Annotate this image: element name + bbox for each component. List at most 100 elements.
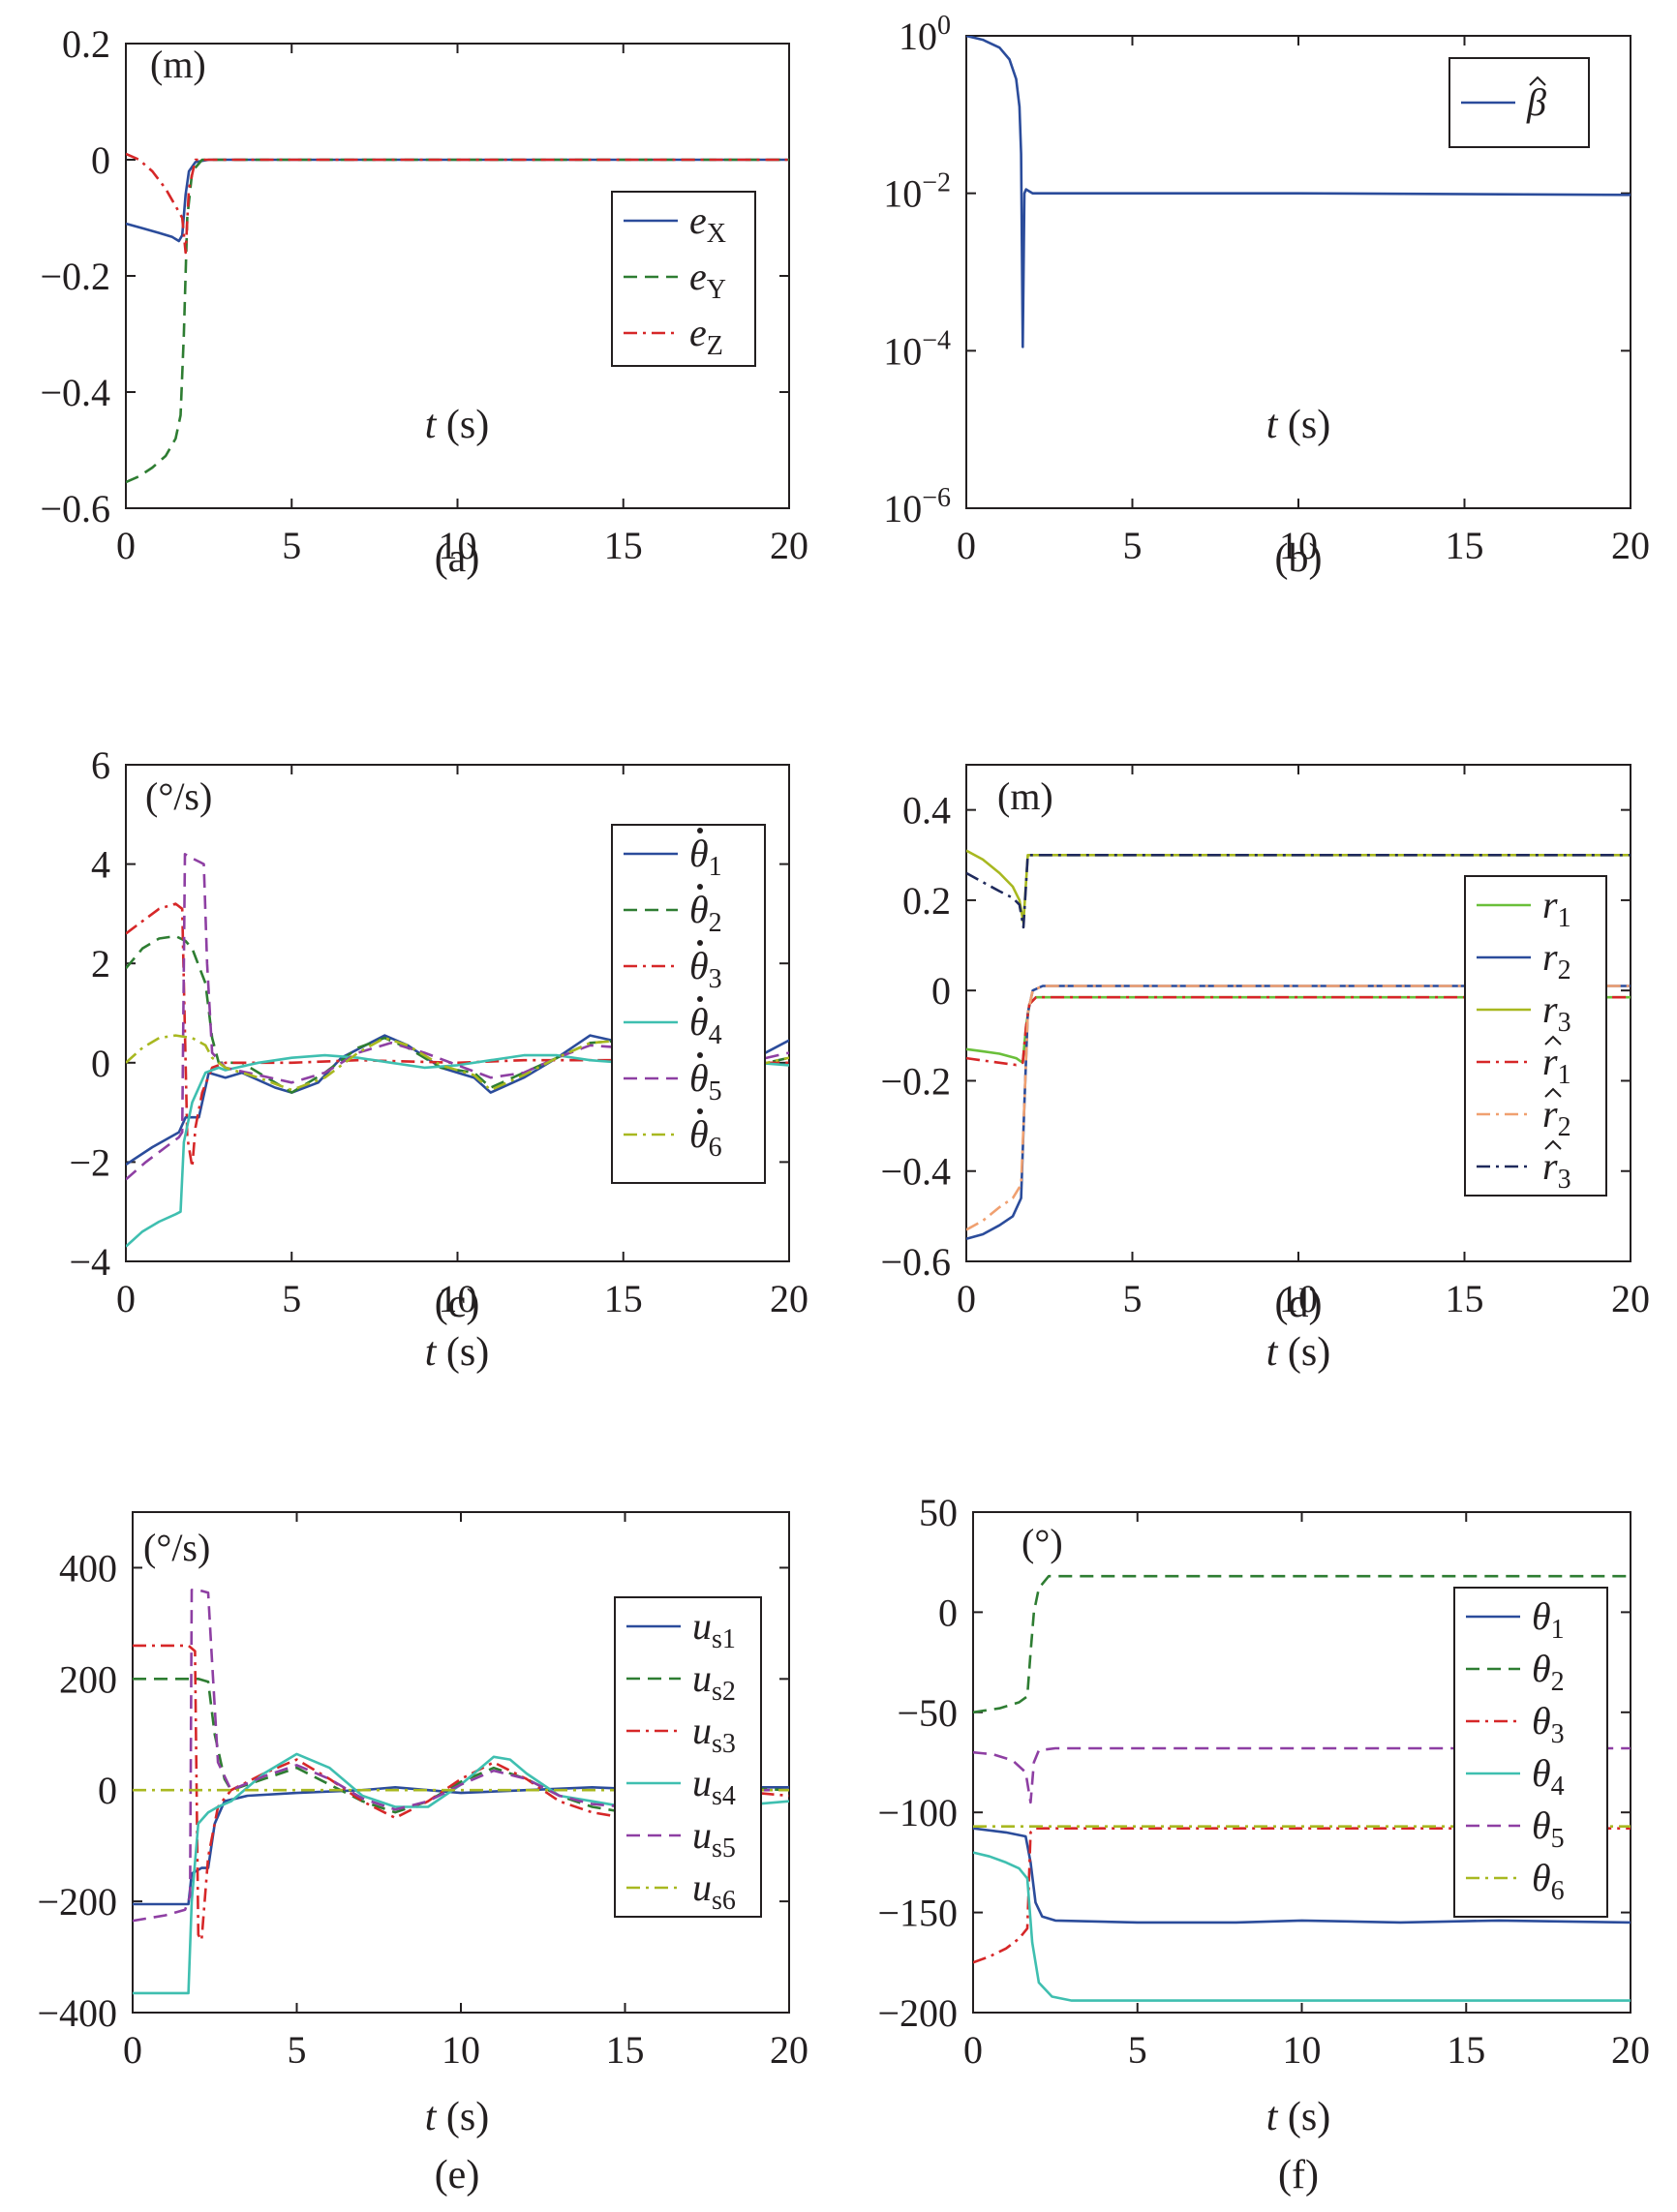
y-tick-label: 0.4 xyxy=(902,789,951,833)
x-tick-label: 5 xyxy=(282,524,301,567)
series-line-beta_hat xyxy=(966,36,1631,348)
x-tick-label: 10 xyxy=(1283,2028,1322,2072)
x-tick-label: 20 xyxy=(770,1277,808,1320)
legend-label-u_s4: us4 xyxy=(692,1761,736,1811)
legend-label-theta_6: θ6 xyxy=(1532,1856,1565,1906)
legend-label-theta_dot_2: θ2 xyxy=(689,888,722,938)
legend-box xyxy=(614,1596,762,1918)
legend: eX eY eZ xyxy=(611,191,756,367)
y-tick-label: 4 xyxy=(91,843,110,887)
legend-label-u_s1: us1 xyxy=(692,1604,736,1654)
legend-label-u_s5: us5 xyxy=(692,1813,736,1864)
hat-accent xyxy=(1544,1035,1562,1045)
panel-caption: (c) xyxy=(435,1282,480,1326)
x-tick-label: 0 xyxy=(957,524,976,567)
x-tick-label: 5 xyxy=(288,2028,307,2072)
legend-label-theta_dot_1: θ1 xyxy=(689,832,722,882)
x-tick-label: 10 xyxy=(1279,1277,1318,1320)
hat-accent xyxy=(1544,1139,1562,1150)
y-tick-label: −0.4 xyxy=(880,1150,951,1194)
legend-label-u_s6: us6 xyxy=(692,1865,736,1916)
series-line-r_hat_2 xyxy=(966,985,1631,1231)
y-tick-label: 0 xyxy=(91,138,110,182)
chart-panel-f: 0 5 10 15 20 50 0 −50 −100 −150 −200 (°) θ1θ2θ3θ4θ5θ… xyxy=(877,1491,1650,2197)
panel-caption: (a) xyxy=(435,536,480,581)
legend-label-theta_dot_6: θ6 xyxy=(689,1112,722,1163)
dot-accent xyxy=(697,996,703,1002)
x-tick-label: 0 xyxy=(116,524,136,567)
x-tick-label: 5 xyxy=(1123,1277,1143,1320)
chart-panel-b: 0 5 10 15 20 100 10−2 10−4 10−6 β t (s) (b) xyxy=(883,11,1650,581)
x-tick-label: 20 xyxy=(1611,2028,1650,2072)
unit-label: (°/s) xyxy=(145,774,212,818)
legend-label-theta_1: θ1 xyxy=(1532,1594,1565,1645)
unit-label: (°/s) xyxy=(143,1526,210,1569)
legend-label-r_1: r1 xyxy=(1542,883,1571,933)
x-tick-label: 10 xyxy=(439,524,477,567)
x-axis-label: t (s) xyxy=(425,403,490,447)
x-axis-label: t (s) xyxy=(1266,1330,1331,1375)
x-axis-label: t (s) xyxy=(425,2095,490,2139)
x-axis-label: t (s) xyxy=(1266,403,1331,447)
hat-accent xyxy=(1544,1087,1562,1098)
legend: β xyxy=(1448,57,1590,148)
legend-label-r_2: r2 xyxy=(1542,935,1571,985)
x-tick-label: 0 xyxy=(957,1277,976,1320)
unit-label: (°) xyxy=(1021,1521,1063,1564)
y-tick-label: 0 xyxy=(931,969,951,1013)
series-line-r_hat_1 xyxy=(966,995,1631,1067)
panel-caption: (b) xyxy=(1275,536,1323,581)
legend-box xyxy=(1464,875,1607,1197)
legend-label-theta_dot_4: θ4 xyxy=(689,1000,722,1050)
y-tick-label: 200 xyxy=(59,1657,117,1701)
x-tick-label: 15 xyxy=(1446,1277,1484,1320)
x-tick-label: 0 xyxy=(123,2028,142,2072)
legend-label-u_s3: us3 xyxy=(692,1709,736,1759)
y-tick-label: −0.2 xyxy=(40,255,110,298)
legend: θ1 θ2 θ3 θ4 θ5 θ6 xyxy=(611,824,766,1184)
x-tick-label: 15 xyxy=(1447,2028,1485,2072)
y-tick-label: −400 xyxy=(37,1991,117,2035)
y-tick-label: −0.2 xyxy=(880,1059,951,1103)
legend-label-theta_4: θ4 xyxy=(1532,1751,1565,1802)
y-tick-label: −200 xyxy=(37,1880,117,1924)
y-tick-label: −200 xyxy=(877,1991,958,2035)
x-tick-label: 15 xyxy=(604,1277,643,1320)
x-tick-label: 10 xyxy=(439,1277,477,1320)
x-tick-label: 20 xyxy=(1611,1277,1650,1320)
x-tick-label: 15 xyxy=(1446,524,1484,567)
chart-panel-e: 0 5 10 15 20 400 200 0 −200 −400 (°/s) us1us2us3us4… xyxy=(37,1511,808,2197)
legend-label-r_3: r3 xyxy=(1542,987,1571,1038)
hat-accent xyxy=(1529,76,1546,86)
legend-label-u_s2: us2 xyxy=(692,1656,736,1707)
series-line-u_s5 xyxy=(133,1589,789,1923)
y-tick-label: −2 xyxy=(69,1140,110,1184)
y-tick-label: 400 xyxy=(59,1546,117,1590)
legend-label-theta_2: θ2 xyxy=(1532,1647,1565,1697)
series-line-theta_5 xyxy=(973,1746,1631,1804)
legend-label-r_hat_3: r3 xyxy=(1542,1144,1571,1195)
x-tick-label: 5 xyxy=(1128,2028,1147,2072)
legend-label-e_Z: eZ xyxy=(689,311,723,361)
x-tick-label: 10 xyxy=(442,2028,480,2072)
series-line-theta_2 xyxy=(973,1574,1631,1714)
legend-label-e_X: eX xyxy=(689,198,726,249)
series-line-r_hat_3 xyxy=(966,854,1631,929)
legend-label-beta_hat: β xyxy=(1526,80,1546,124)
x-tick-label: 20 xyxy=(770,524,808,567)
legend-label-r_hat_1: r1 xyxy=(1542,1040,1571,1090)
y-tick-label: −0.6 xyxy=(40,487,110,530)
unit-label: (m) xyxy=(150,43,206,86)
chart-panel-d: 0 5 10 15 200.40.20−0.2−0.4−0.6(m)r1r2r3r1r2… xyxy=(880,764,1650,1375)
x-axis-label: t (s) xyxy=(425,1330,490,1375)
legend-label-theta_3: θ3 xyxy=(1532,1699,1565,1749)
y-tick-label: −0.6 xyxy=(880,1240,951,1284)
x-tick-label: 15 xyxy=(604,524,643,567)
x-tick-label: 5 xyxy=(282,1277,301,1320)
series-line-e_Z xyxy=(126,152,789,255)
y-tick-label: 50 xyxy=(919,1491,958,1534)
y-tick-label: 0.2 xyxy=(62,22,110,66)
legend-label-theta_5: θ5 xyxy=(1532,1803,1565,1854)
